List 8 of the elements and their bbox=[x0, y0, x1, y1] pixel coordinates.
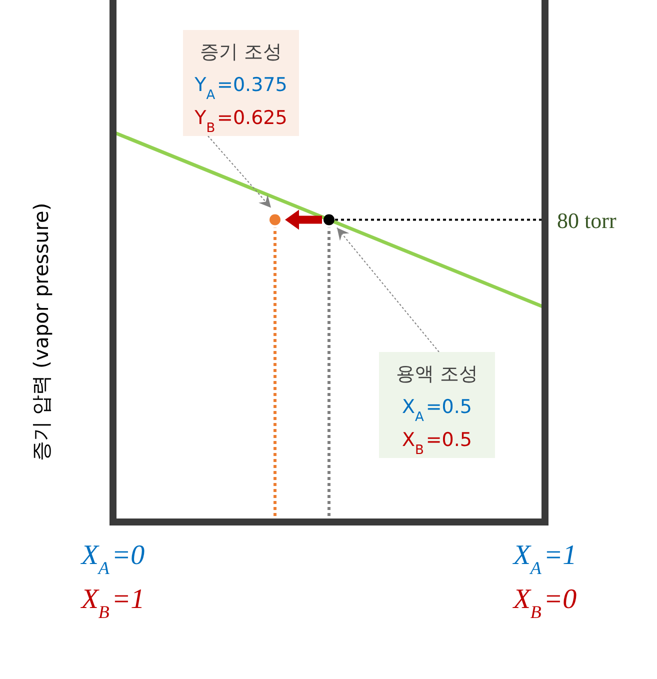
y-axis-title: 증기 압력 (vapor pressure) bbox=[29, 202, 53, 462]
x-tick-label: X$_{A}$=0 bbox=[80, 540, 145, 578]
annotation: 증기 조성 Y$_{A}$=0.375 Y$_{B}$=0.625 bbox=[194, 41, 288, 136]
x-tick-label: X$_{A}$=1 bbox=[512, 540, 577, 578]
annotation: 용액 조성 X$_{A}$=0.5 X$_{B}$=0.5 bbox=[396, 363, 478, 458]
x2-tick-label: X$_{B}$=0 bbox=[512, 584, 577, 622]
x2-tick-label: X$_{B}$=1 bbox=[80, 584, 145, 622]
ref-line-label: 80 torr bbox=[557, 208, 617, 233]
